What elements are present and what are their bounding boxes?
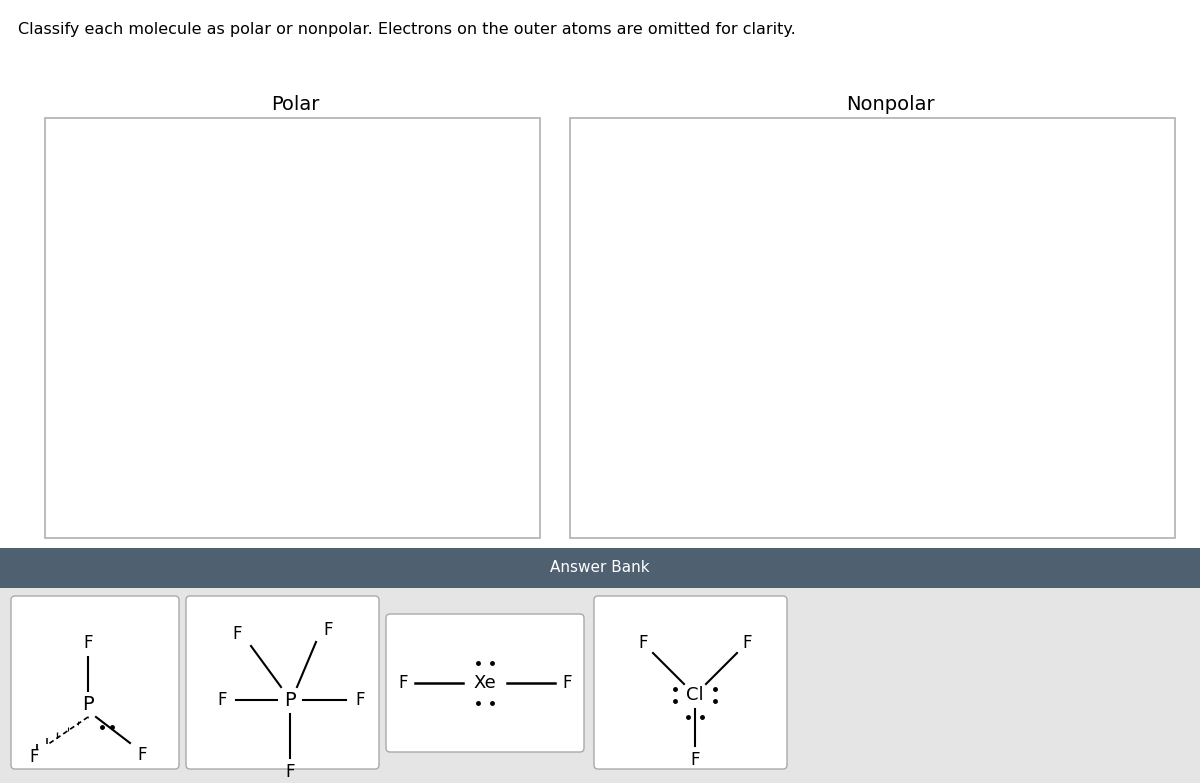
Text: P: P bbox=[82, 695, 94, 715]
Text: Classify each molecule as polar or nonpolar. Electrons on the outer atoms are om: Classify each molecule as polar or nonpo… bbox=[18, 22, 796, 37]
Text: F: F bbox=[690, 751, 700, 769]
Text: F: F bbox=[29, 748, 38, 766]
Text: F: F bbox=[563, 674, 571, 692]
Text: F: F bbox=[217, 691, 227, 709]
Bar bbox=[0, 588, 1200, 783]
Text: Nonpolar: Nonpolar bbox=[846, 95, 935, 114]
Text: F: F bbox=[286, 763, 295, 781]
Text: F: F bbox=[355, 691, 365, 709]
Text: F: F bbox=[233, 625, 241, 643]
Text: F: F bbox=[638, 634, 648, 652]
FancyBboxPatch shape bbox=[386, 614, 584, 752]
Text: F: F bbox=[743, 634, 751, 652]
Text: Cl: Cl bbox=[686, 686, 704, 704]
FancyBboxPatch shape bbox=[186, 596, 379, 769]
Text: F: F bbox=[137, 746, 146, 764]
FancyBboxPatch shape bbox=[594, 596, 787, 769]
Bar bbox=[0, 548, 1200, 588]
Text: Xe: Xe bbox=[474, 674, 497, 692]
FancyBboxPatch shape bbox=[11, 596, 179, 769]
Bar bbox=[46, 118, 540, 538]
Text: P: P bbox=[284, 691, 296, 709]
Bar bbox=[570, 118, 1175, 538]
Text: F: F bbox=[323, 621, 332, 639]
Text: F: F bbox=[83, 634, 92, 652]
Text: Polar: Polar bbox=[271, 95, 319, 114]
Text: Answer Bank: Answer Bank bbox=[550, 561, 650, 576]
Text: F: F bbox=[398, 674, 408, 692]
